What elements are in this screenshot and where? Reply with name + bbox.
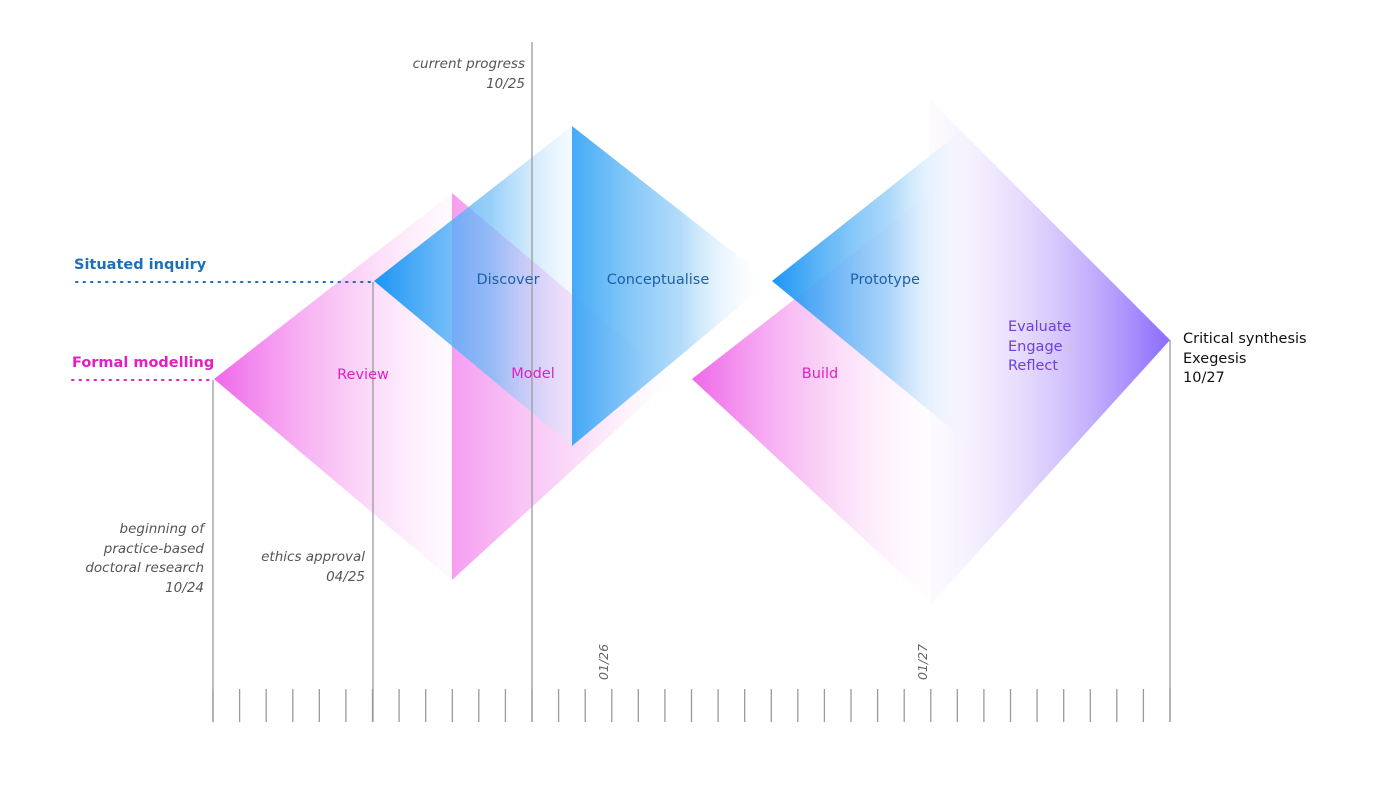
- formal-modelling-label: Formal modelling: [72, 355, 214, 371]
- phase-shapes: [214, 100, 1170, 605]
- situated-inquiry-label: Situated inquiry: [74, 257, 207, 273]
- timeline-axis: [212, 689, 1171, 722]
- start-text-1: beginning of: [120, 521, 207, 537]
- tick-label-0127: 01/27: [915, 644, 930, 680]
- build-label: Build: [802, 366, 838, 382]
- milestone-lines: [212, 42, 1171, 722]
- current-progress-date: 10/25: [486, 76, 525, 92]
- review-label: Review: [337, 367, 389, 383]
- start-annotation: beginning of practice-based doctoral res…: [85, 521, 206, 596]
- ethics-date: 04/25: [326, 569, 365, 585]
- discover-label: Discover: [476, 272, 539, 288]
- current-progress-text: current progress: [413, 56, 525, 72]
- evaluate-label: Evaluate: [1008, 319, 1071, 335]
- model-label: Model: [511, 366, 555, 382]
- conceptualise-label: Conceptualise: [607, 272, 710, 288]
- prototype-label: Prototype: [850, 272, 920, 288]
- evaluate-shape: [930, 100, 1170, 605]
- start-text-2: practice-based: [103, 541, 205, 557]
- prototype-shape: [772, 128, 965, 440]
- conceptualise-shape: [572, 126, 770, 446]
- end-date: 10/27: [1183, 370, 1225, 386]
- phase-labels: Discover Conceptualise Prototype Review …: [337, 272, 1071, 383]
- ethics-annotation: ethics approval 04/25: [261, 549, 365, 585]
- tick-label-0126: 01/26: [596, 644, 611, 680]
- ethics-text: ethics approval: [261, 549, 365, 565]
- start-date: 10/24: [165, 580, 204, 596]
- current-progress-annotation: current progress 10/25: [413, 56, 525, 92]
- end-annotation: Critical synthesis Exegesis 10/27: [1183, 331, 1307, 386]
- start-text-3: doctoral research: [85, 560, 204, 576]
- engage-label: Engage: [1008, 339, 1063, 355]
- end-text-1: Critical synthesis: [1183, 331, 1307, 347]
- reflect-label: Reflect: [1008, 358, 1058, 374]
- discover-shape: [374, 126, 572, 446]
- end-text-2: Exegesis: [1183, 351, 1246, 367]
